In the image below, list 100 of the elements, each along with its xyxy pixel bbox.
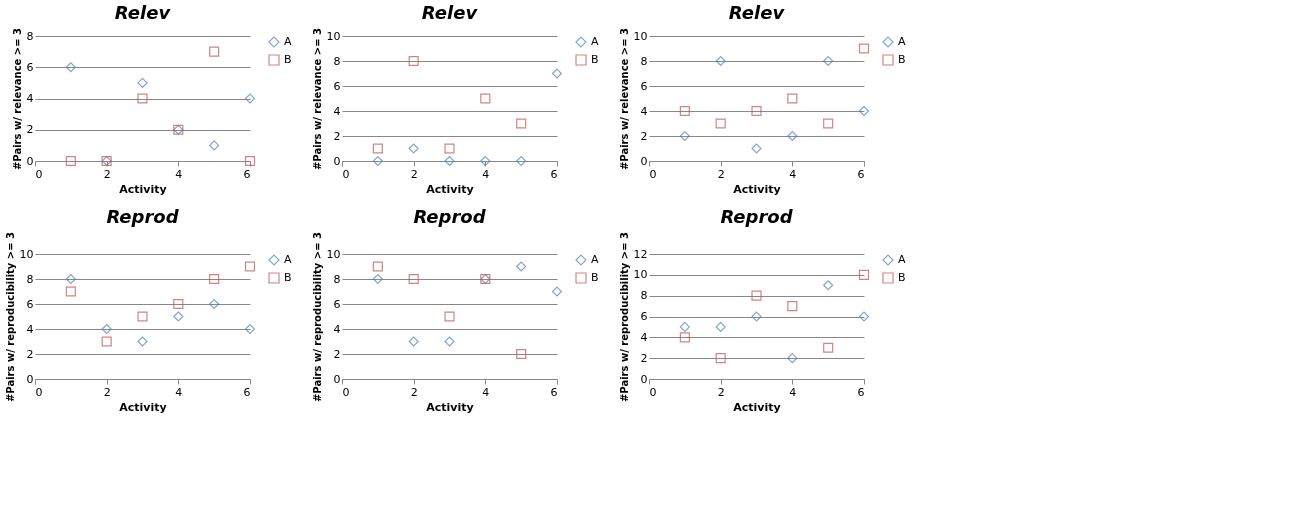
x-tick-label: 6 <box>550 385 558 399</box>
chart-title: Reprod <box>106 206 180 228</box>
y-tick-label: 6 <box>26 297 34 311</box>
y-tick-label: 10 <box>633 29 648 43</box>
point <box>137 93 148 104</box>
x-tick-label: 2 <box>103 385 111 399</box>
point <box>101 323 112 335</box>
point <box>444 336 455 347</box>
point <box>516 155 527 167</box>
point <box>787 130 798 142</box>
y-tick-label: 10 <box>633 268 648 282</box>
y-tick-label: 0 <box>640 154 648 168</box>
x-tick-label: 6 <box>550 167 558 181</box>
y-tick-label: 10 <box>326 29 341 43</box>
y-axis-title: #Pairs w/ relevance >= 3 <box>11 27 23 171</box>
y-tick-label: 8 <box>333 272 341 286</box>
point <box>715 118 726 129</box>
legend-label: B <box>898 53 906 66</box>
x-tick-label: 6 <box>243 167 251 181</box>
point <box>751 105 762 117</box>
legend-label: B <box>284 271 292 284</box>
point <box>244 323 256 335</box>
y-axis-title: #Pairs w/ relevance >= 3 <box>311 27 323 171</box>
point <box>408 143 419 154</box>
x-tick-label: 0 <box>35 167 43 181</box>
point <box>173 298 184 310</box>
legend-label: A <box>591 35 599 48</box>
point <box>551 68 563 79</box>
x-tick-label: 2 <box>410 167 418 181</box>
y-tick-label: 6 <box>640 79 648 93</box>
point <box>408 55 419 67</box>
x-tick-label: 4 <box>175 385 183 399</box>
y-axis-title: #Pairs w/ relevance >= 3 <box>618 27 630 171</box>
point <box>137 311 148 322</box>
point <box>65 62 76 73</box>
point <box>715 321 726 332</box>
point <box>715 55 726 67</box>
y-tick-label: 0 <box>640 372 648 386</box>
point <box>65 273 76 285</box>
x-tick-label: 0 <box>649 167 657 181</box>
y-tick-label: 0 <box>26 154 34 168</box>
point <box>823 55 834 67</box>
point <box>551 286 563 297</box>
x-axis-title: Activity <box>426 400 474 414</box>
chart-title: Relev <box>421 2 479 24</box>
point <box>480 155 491 167</box>
x-axis-title: Activity <box>426 182 474 196</box>
point <box>209 140 220 151</box>
chart-title: Relev <box>728 2 786 24</box>
y-tick-label: 2 <box>333 129 341 143</box>
legend-label: A <box>898 253 906 266</box>
point <box>408 336 419 347</box>
legend-label: B <box>591 53 599 66</box>
x-tick-label: 0 <box>342 385 350 399</box>
y-tick-label: 12 <box>633 247 648 261</box>
point <box>101 336 112 347</box>
point <box>823 118 834 129</box>
y-axis-title: #Pairs w/ reproducibility >= 3 <box>4 231 16 403</box>
chart-title: Reprod <box>720 206 794 228</box>
point <box>787 301 798 312</box>
point <box>858 311 870 322</box>
x-tick-label: 4 <box>175 167 183 181</box>
legend-label: A <box>591 253 599 266</box>
x-tick-label: 2 <box>410 385 418 399</box>
point <box>209 273 220 285</box>
x-tick-label: 0 <box>649 385 657 399</box>
x-tick-label: 6 <box>857 167 865 181</box>
point <box>444 311 455 322</box>
legend-label: A <box>898 35 906 48</box>
point <box>516 261 527 272</box>
legend-label: B <box>591 271 599 284</box>
point <box>65 286 76 297</box>
point <box>372 155 383 167</box>
point <box>137 336 148 347</box>
x-tick-label: 4 <box>789 167 797 181</box>
y-tick-label: 10 <box>19 247 34 261</box>
y-axis-title: #Pairs w/ reproducibility >= 3 <box>311 231 323 403</box>
y-tick-label: 8 <box>26 272 34 286</box>
y-tick-label: 4 <box>640 330 648 344</box>
point <box>679 105 690 117</box>
y-tick-label: 2 <box>333 347 341 361</box>
point <box>715 353 726 364</box>
y-tick-label: 4 <box>640 104 648 118</box>
point <box>480 93 491 104</box>
point <box>372 273 383 285</box>
point <box>444 155 455 167</box>
y-tick-label: 2 <box>26 347 34 361</box>
point <box>858 269 870 280</box>
x-tick-label: 2 <box>103 167 111 181</box>
legend-label: A <box>284 35 292 48</box>
point <box>751 290 762 301</box>
x-axis-title: Activity <box>733 182 781 196</box>
point <box>244 261 256 272</box>
point <box>408 273 419 285</box>
y-tick-label: 6 <box>333 297 341 311</box>
point <box>173 311 184 322</box>
point <box>516 118 527 129</box>
legend-label: B <box>284 53 292 66</box>
x-tick-label: 0 <box>342 167 350 181</box>
point <box>858 43 870 54</box>
